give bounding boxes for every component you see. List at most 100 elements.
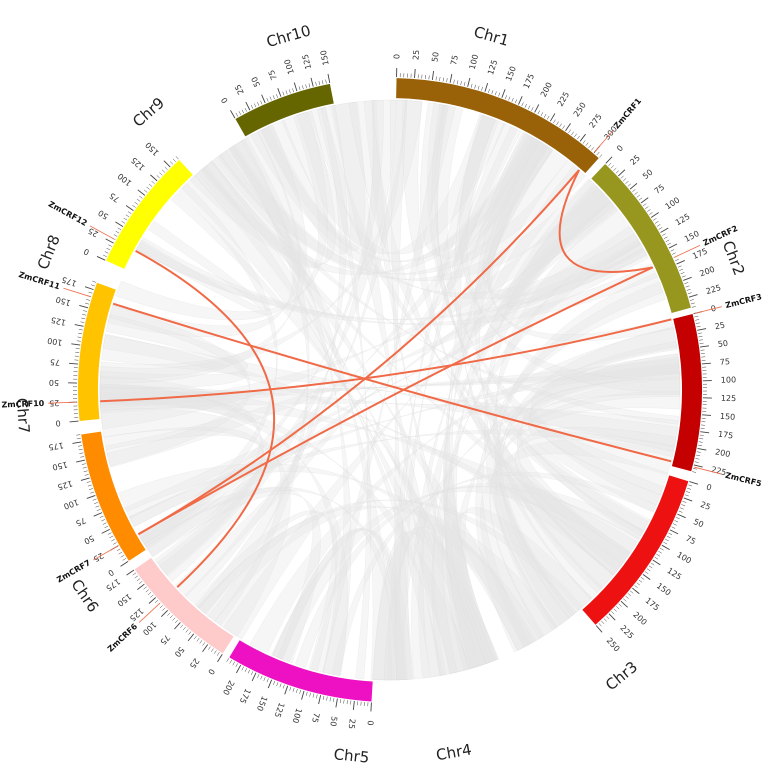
background-link (213, 154, 680, 425)
tick-label: 75 (719, 357, 730, 367)
minor-tick (188, 631, 192, 635)
major-tick (620, 600, 628, 608)
minor-tick (588, 144, 592, 149)
minor-tick (692, 471, 697, 473)
minor-tick (665, 538, 669, 542)
tick-label: 25 (411, 50, 421, 61)
minor-tick (175, 156, 179, 160)
major-tick (217, 654, 223, 663)
background-link (249, 327, 677, 654)
major-tick (125, 205, 134, 212)
minor-tick (247, 669, 251, 674)
chromosome-label-chr2: Chr2 (719, 238, 749, 278)
minor-tick (346, 700, 348, 705)
minor-tick (123, 217, 128, 221)
minor-tick (697, 332, 702, 334)
gene-marker-zmcrf11 (63, 287, 91, 297)
tick-label: 0 (206, 667, 216, 676)
minor-tick (618, 603, 622, 607)
minor-tick (193, 635, 197, 640)
minor-tick (559, 123, 562, 127)
background-link (115, 111, 328, 321)
minor-tick (680, 272, 685, 275)
tick-label: 75 (158, 633, 172, 647)
major-tick (101, 528, 110, 534)
minor-tick (95, 505, 100, 508)
tick-label: 75 (684, 534, 697, 547)
minor-tick (308, 83, 311, 88)
major-tick (467, 77, 471, 87)
minor-tick (636, 582, 640, 586)
tick-label: 150 (720, 412, 736, 422)
minor-tick (343, 699, 345, 704)
minor-tick (229, 659, 232, 664)
major-tick (137, 583, 145, 590)
minor-tick (269, 96, 272, 101)
minor-tick (134, 575, 139, 579)
minor-tick (647, 209, 651, 212)
minor-tick (276, 94, 278, 98)
minor-tick (81, 317, 86, 320)
major-tick (549, 113, 556, 122)
minor-tick (606, 615, 610, 620)
minor-tick (527, 105, 531, 110)
minor-tick (582, 140, 586, 144)
minor-tick (118, 551, 123, 555)
minor-tick (146, 186, 150, 190)
minor-tick (599, 154, 603, 158)
major-tick (71, 343, 81, 346)
tick-label: 150 (655, 581, 673, 597)
tick-label: 100 (62, 497, 79, 511)
minor-tick (147, 592, 152, 595)
major-tick (534, 104, 540, 113)
minor-tick (282, 684, 285, 689)
major-tick (293, 82, 298, 92)
minor-tick (688, 484, 693, 487)
tick-label: 250 (572, 101, 588, 119)
minor-tick (615, 170, 619, 174)
minor-tick (665, 239, 670, 243)
background-link (411, 165, 586, 680)
minor-tick (250, 671, 254, 676)
minor-tick (250, 104, 254, 109)
minor-tick (585, 142, 589, 146)
minor-tick (156, 175, 160, 179)
minor-tick (241, 666, 244, 671)
minor-tick (211, 648, 214, 652)
minor-tick (611, 611, 615, 615)
minor-tick (656, 224, 661, 227)
major-tick (370, 702, 372, 712)
minor-tick (686, 288, 691, 291)
minor-tick (116, 548, 121, 552)
minor-tick (94, 502, 98, 505)
tick-label: 50 (717, 339, 728, 349)
minor-tick (686, 491, 690, 493)
major-tick (79, 305, 89, 309)
minor-tick (289, 686, 292, 691)
background-link (331, 471, 657, 676)
minor-tick (601, 620, 605, 624)
tick-label: 75 (108, 191, 122, 204)
minor-tick (298, 86, 301, 91)
minor-tick (675, 258, 679, 262)
background-link (482, 140, 647, 304)
minor-tick (682, 500, 687, 503)
major-tick (105, 238, 114, 244)
major-tick (677, 513, 686, 519)
chromosome-label-chr6: Chr6 (67, 576, 102, 616)
background-synteny-links (99, 99, 681, 681)
chromosome-arc-chr6 (134, 557, 234, 654)
minor-tick (568, 129, 571, 134)
minor-tick (681, 504, 686, 507)
minor-tick (540, 112, 544, 116)
major-tick (137, 189, 146, 196)
major-tick (69, 362, 79, 365)
tick-label: 75 (653, 183, 667, 196)
major-tick (267, 679, 273, 689)
major-tick (608, 613, 616, 621)
major-tick (236, 664, 242, 674)
minor-tick (202, 642, 206, 646)
minor-tick (322, 695, 325, 700)
background-link (383, 353, 680, 681)
link-zmcrf2-zmcrf7 (137, 266, 654, 536)
